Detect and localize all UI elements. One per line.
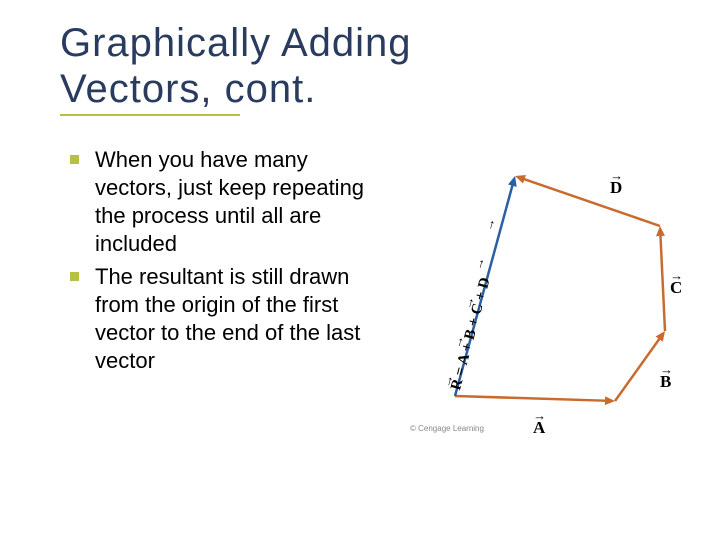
list-item: The resultant is still drawn from the or…	[70, 263, 385, 376]
body-row: When you have many vectors, just keep re…	[60, 146, 680, 446]
vector-label-D: →D	[610, 174, 622, 198]
title-accent-underline	[60, 114, 240, 116]
bullet-marker-icon	[70, 155, 79, 164]
title-line-2: Vectors, cont.	[60, 66, 680, 112]
copyright-text: © Cengage Learning	[410, 424, 484, 433]
bullet-text: When you have many vectors, just keep re…	[95, 146, 385, 259]
vector-label-B: →B	[660, 368, 672, 392]
bullet-list: When you have many vectors, just keep re…	[70, 146, 385, 379]
vector-label-A: →A	[533, 414, 545, 438]
vector-diagram: →D →C →B →A → → → → → R = A + B + C + D …	[385, 146, 680, 446]
vector-label-C: →C	[670, 274, 682, 298]
title-line-1: Graphically Adding	[60, 20, 680, 66]
list-item: When you have many vectors, just keep re…	[70, 146, 385, 259]
title-block: Graphically Adding Vectors, cont.	[60, 20, 680, 116]
vector-svg	[385, 136, 685, 436]
slide: Graphically Adding Vectors, cont. When y…	[0, 0, 720, 540]
bullet-text: The resultant is still drawn from the or…	[95, 263, 385, 376]
bullet-marker-icon	[70, 272, 79, 281]
